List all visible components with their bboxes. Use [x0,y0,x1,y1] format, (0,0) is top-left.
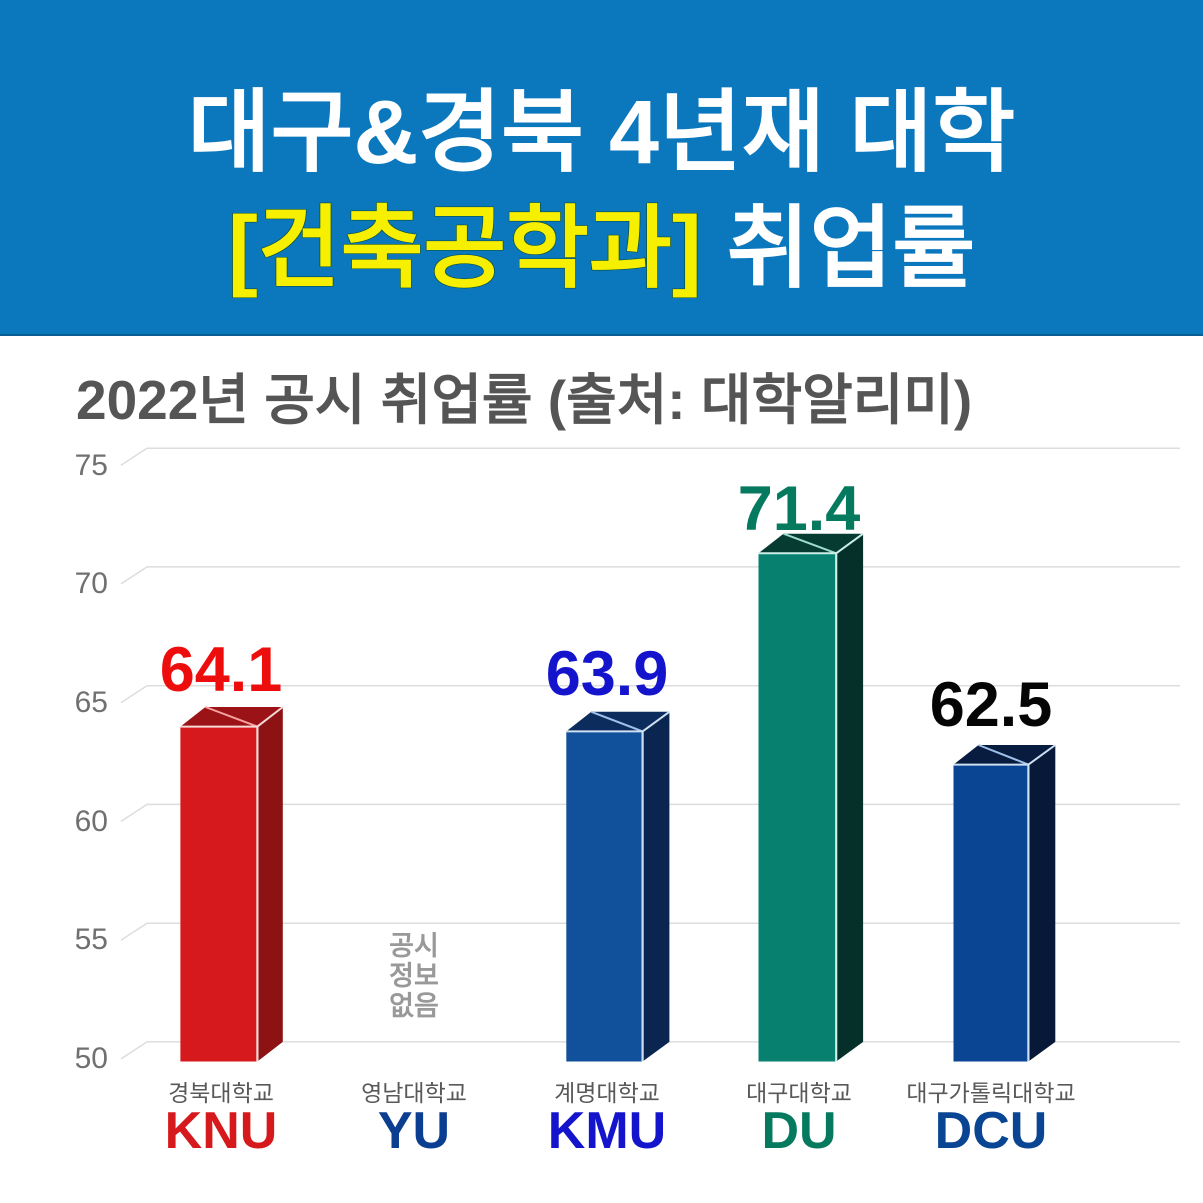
svg-text:55: 55 [75,923,108,956]
svg-text:62.5: 62.5 [930,670,1053,740]
svg-text:50: 50 [75,1042,108,1075]
svg-text:없음: 없음 [389,991,439,1021]
svg-text:64.1: 64.1 [160,635,283,705]
svg-text:DU: DU [761,1102,836,1160]
svg-text:60: 60 [75,805,108,838]
svg-text:71.4: 71.4 [738,474,861,544]
svg-text:DCU: DCU [935,1102,1048,1160]
svg-text:정보: 정보 [389,961,439,991]
svg-text:65: 65 [75,686,108,719]
svg-text:공시: 공시 [389,931,439,961]
svg-text:63.9: 63.9 [546,639,669,709]
svg-text:70: 70 [75,567,108,600]
svg-text:KNU: KNU [165,1102,278,1160]
svg-text:YU: YU [378,1102,450,1160]
svg-text:75: 75 [75,449,108,482]
svg-text:KMU: KMU [548,1102,666,1160]
